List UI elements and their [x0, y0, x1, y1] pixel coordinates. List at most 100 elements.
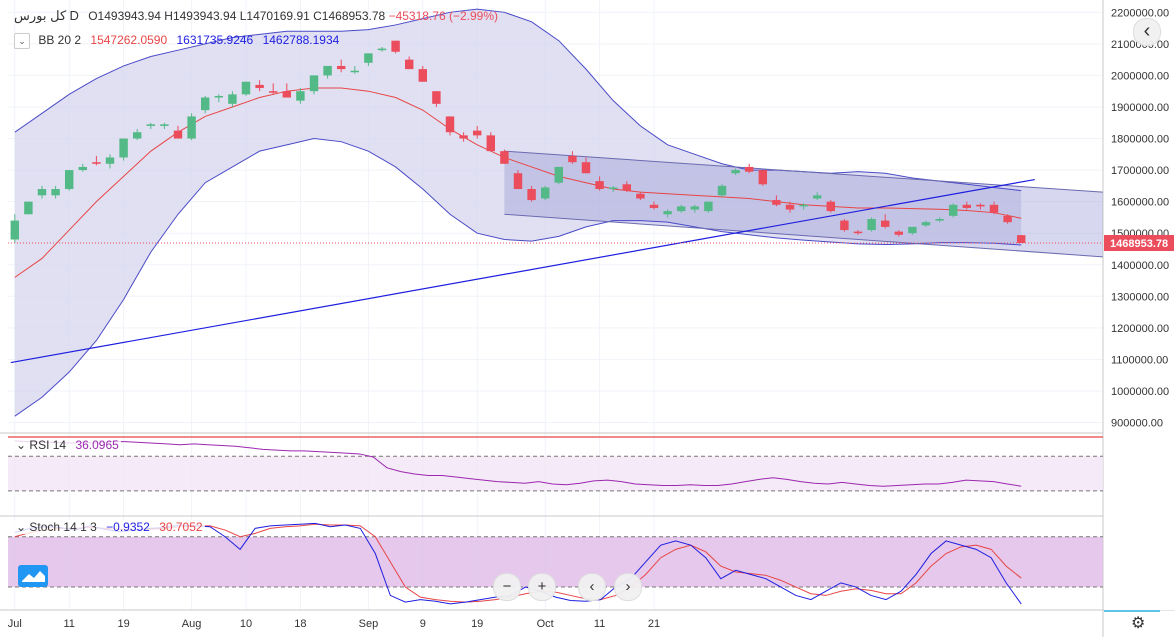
candle-body: [472, 130, 482, 136]
bb-name[interactable]: BB 20 2: [38, 33, 82, 48]
candle-body: [690, 206, 700, 210]
candle: [404, 56, 414, 70]
collapse-icon[interactable]: ⌄: [16, 520, 27, 534]
header-legend: کل بورس D O1493943.94 H1493943.94 L14701…: [14, 8, 498, 24]
candle: [459, 132, 468, 142]
candle-body: [445, 116, 455, 133]
candle: [744, 163, 754, 174]
candle-body: [731, 170, 740, 174]
bb-lower-value: 1462788.1934: [262, 33, 340, 48]
bollinger-upper-line: [14, 8, 1022, 192]
candle: [853, 230, 863, 235]
candle-body: [921, 222, 931, 226]
candle-body: [486, 135, 496, 152]
candle: [132, 129, 142, 141]
candle-body: [880, 220, 890, 227]
candle: [989, 201, 999, 215]
candle: [540, 185, 550, 201]
candle: [880, 214, 890, 229]
candle: [187, 113, 196, 141]
rsi-line: [14, 440, 1022, 487]
candle-body: [554, 166, 564, 183]
symbol-name[interactable]: کل بورس: [14, 8, 67, 23]
candle: [214, 94, 224, 103]
zoom-in-button[interactable]: +: [528, 573, 556, 601]
price-tick-label: 2200000.00: [1111, 7, 1169, 19]
high-value: H1493943.94: [164, 9, 237, 23]
candle: [200, 95, 210, 114]
candle-body: [704, 201, 713, 212]
time-tick-label: 11: [594, 618, 605, 630]
collapse-icon[interactable]: ⌄: [16, 438, 27, 452]
candle: [513, 170, 523, 190]
candle-body: [296, 91, 305, 101]
candle-body: [404, 59, 414, 70]
rsi-band-fill: [8, 456, 1103, 491]
candle-body: [377, 48, 387, 51]
candle: [377, 47, 387, 52]
candle-body: [146, 124, 156, 126]
trend-line: [10, 178, 1035, 364]
candle: [228, 91, 237, 107]
candle-body: [255, 84, 264, 89]
candle-body: [51, 189, 60, 196]
logo-icon[interactable]: [18, 565, 48, 587]
candle-body: [309, 75, 319, 92]
candle-body: [282, 91, 292, 98]
candle: [581, 157, 591, 174]
candle: [51, 185, 60, 199]
candle-body: [840, 220, 849, 231]
candle-body: [867, 219, 876, 231]
candle-body: [160, 124, 169, 126]
scroll-back-button[interactable]: ‹: [578, 573, 606, 601]
zoom-out-button[interactable]: −: [493, 573, 521, 601]
candle: [364, 53, 373, 66]
candle: [445, 116, 455, 136]
candle: [568, 151, 577, 164]
candle-body: [78, 166, 88, 171]
candle: [595, 176, 604, 191]
candle-body: [826, 201, 836, 212]
candle: [432, 91, 441, 107]
candle-body: [214, 95, 224, 98]
candle-body: [581, 162, 591, 174]
channel-lower-line: [504, 213, 1103, 258]
candle-body: [608, 187, 618, 190]
price-tick-label: 900000.00: [1111, 418, 1163, 430]
drawings: [8, 150, 1103, 364]
candle-body: [119, 138, 128, 158]
candle-body: [649, 204, 659, 208]
scroll-forward-button[interactable]: ›: [614, 573, 642, 601]
candle-body: [772, 200, 781, 205]
settings-gear-icon[interactable]: ⚙: [1131, 615, 1146, 632]
candle-body: [676, 206, 686, 212]
low-value: L1470169.91: [239, 9, 310, 23]
time-tick-label: 9: [420, 618, 426, 630]
price-tick-label: 1800000.00: [1111, 134, 1169, 146]
candles: [10, 40, 1026, 243]
rsi-name[interactable]: RSI 14: [29, 438, 67, 452]
candle: [826, 200, 836, 213]
time-tick-label: Sep: [359, 618, 379, 630]
candle-body: [717, 185, 727, 196]
interval-label[interactable]: D: [69, 8, 79, 23]
candle-body: [894, 231, 904, 235]
candle: [962, 201, 972, 210]
candle: [105, 154, 115, 169]
change-value: −45318.76 (−2.99%): [388, 9, 498, 23]
candle-body: [268, 91, 278, 93]
candle-body: [962, 204, 972, 208]
candle: [704, 201, 713, 213]
candle: [840, 219, 849, 232]
candle-body: [10, 220, 20, 240]
back-arrow-icon[interactable]: ‹: [1133, 18, 1161, 46]
candle-body: [989, 204, 999, 213]
collapse-icon[interactable]: ⌄: [14, 33, 30, 49]
stoch-name[interactable]: Stoch 14 1 3: [29, 520, 97, 534]
candle: [935, 217, 944, 223]
candle-body: [853, 231, 863, 234]
candle: [241, 81, 251, 96]
candle: [894, 230, 904, 237]
